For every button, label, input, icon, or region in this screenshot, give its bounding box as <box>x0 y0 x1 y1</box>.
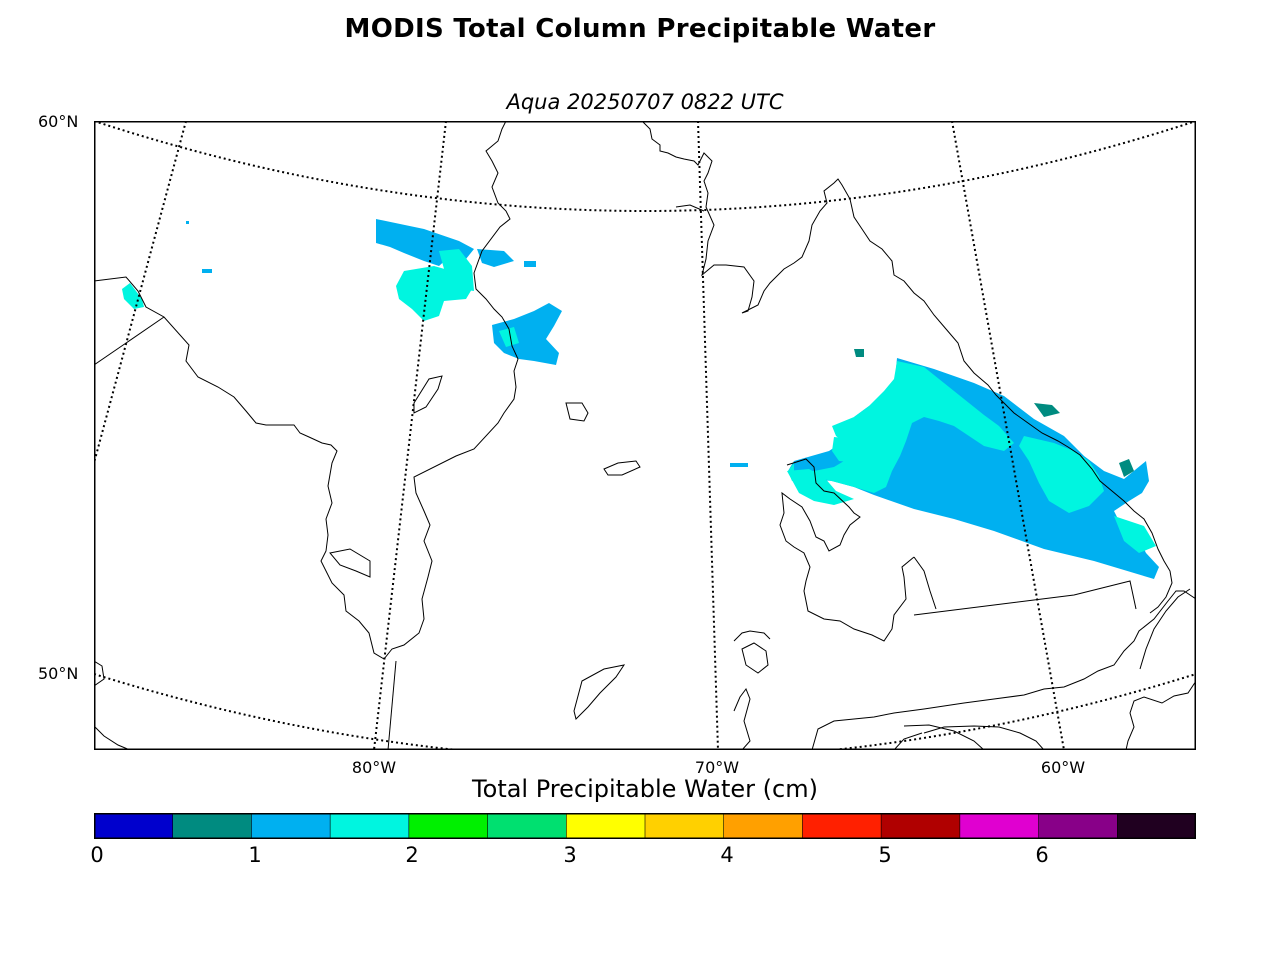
colorbar-tick-4: 4 <box>720 843 734 867</box>
colorbar-tick-2: 2 <box>405 843 419 867</box>
colorbar <box>94 813 1196 839</box>
colorbar-segment <box>723 813 803 839</box>
lat-label-50n: 50°N <box>38 664 79 683</box>
colorbar-tick-6: 6 <box>1035 843 1049 867</box>
colorbar-segment <box>1117 813 1196 839</box>
pwv-patch-hudson-cyan <box>439 249 474 291</box>
colorbar-segment <box>802 813 882 839</box>
pwv-speck <box>524 261 536 267</box>
pwv-speck <box>186 221 189 224</box>
island-ungava <box>741 642 769 674</box>
island-belcher <box>413 375 443 414</box>
pwv-speck <box>202 269 212 273</box>
colorbar-segment <box>251 813 331 839</box>
meridian-60w <box>951 121 1065 750</box>
colorbar-segment <box>487 813 567 839</box>
lon-label-60w: 60°W <box>1040 758 1086 777</box>
island-mansel <box>603 460 641 476</box>
colorbar-segment <box>959 813 1040 839</box>
colorbar-title: Total Precipitable Water (cm) <box>472 775 818 803</box>
coastlines <box>94 121 1196 750</box>
colorbar-segment <box>1038 813 1118 839</box>
coast-river-south <box>733 687 751 750</box>
coastline-west-edge <box>94 660 105 687</box>
pwv-speck <box>730 463 748 467</box>
island-lake <box>573 664 626 720</box>
coastline-ontario-hudson <box>94 121 519 660</box>
colorbar-segment <box>566 813 646 839</box>
coast-eastern-lab <box>913 556 937 610</box>
border-manitoba-ontario <box>94 316 165 366</box>
border-quebec-ontario <box>387 660 397 750</box>
parallel-60n <box>94 121 1196 212</box>
pwv-data-east <box>730 349 1159 579</box>
meridian-90w <box>94 121 187 464</box>
parallel-50n <box>94 673 1196 750</box>
pwv-patch-ungava-cyan <box>499 327 519 347</box>
coastline-gulf <box>811 590 1196 750</box>
lat-label-60n: 60°N <box>38 112 79 131</box>
colorbar-tick-0: 0 <box>90 843 104 867</box>
colorbar-segment <box>645 813 725 839</box>
pwv-patch-teal-c <box>854 349 864 357</box>
border-quebec-labrador <box>913 580 1137 616</box>
pwv-data-west <box>122 219 562 365</box>
island-akimiski <box>329 548 371 578</box>
coast-mouth <box>733 630 771 642</box>
borders <box>94 316 1137 750</box>
coastline-lower-nb <box>923 725 1045 750</box>
meridian-70w <box>697 121 719 750</box>
pwv-patch-ungava <box>492 303 562 365</box>
meridian-80w <box>373 121 447 750</box>
coastline-stlawrence <box>893 732 923 750</box>
coast-hudson-strait <box>675 204 705 212</box>
pwv-patch-teal <box>1034 403 1060 417</box>
pwv-swath-east-cyan-b <box>1019 436 1104 513</box>
coastline-anticosti <box>903 724 985 750</box>
colorbar-frame <box>94 813 1196 839</box>
coastline-hudson-east <box>641 121 1173 614</box>
graticule <box>94 121 1196 750</box>
coastline-quebec-labrador <box>779 458 915 642</box>
map-title: MODIS Total Column Precipitable Water <box>344 14 936 44</box>
pwv-patch-hudson-east <box>477 249 514 267</box>
colorbar-segment <box>94 813 174 839</box>
colorbar-tick-5: 5 <box>878 843 892 867</box>
map-subtitle: Aqua 20250707 0822 UTC <box>506 90 784 114</box>
pwv-swath-east-cyan-e <box>1114 516 1156 553</box>
colorbar-segment <box>881 813 961 839</box>
map-frame <box>94 121 1196 750</box>
colorbar-segment <box>330 813 410 839</box>
lon-label-80w: 80°W <box>351 758 397 777</box>
pwv-patch-teal-b <box>1119 459 1134 477</box>
pwv-patch-jamesbay <box>122 283 144 309</box>
colorbar-tick-1: 1 <box>248 843 262 867</box>
coastline-west-bottom <box>94 725 131 750</box>
colorbar-tick-3: 3 <box>563 843 577 867</box>
colorbar-segment <box>172 813 252 839</box>
coastline-newfoundland-w <box>1139 588 1191 670</box>
coastline-newfoundland <box>1125 680 1196 750</box>
colorbar-segment <box>408 813 489 839</box>
pwv-swath-east-cyan-c <box>832 437 864 463</box>
lon-label-70w: 70°W <box>694 758 740 777</box>
island-ottawa <box>565 402 589 422</box>
map-panel <box>94 121 1196 750</box>
